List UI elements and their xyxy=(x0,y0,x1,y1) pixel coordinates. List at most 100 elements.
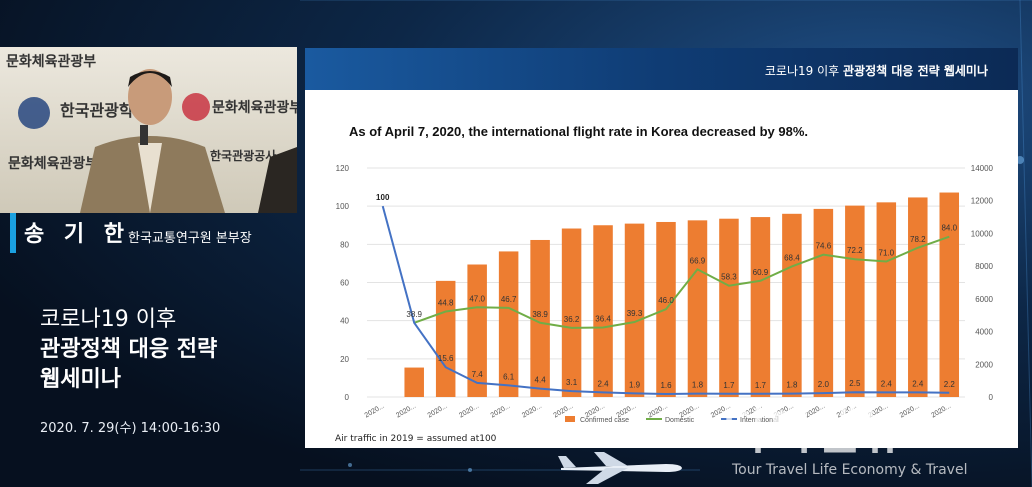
bar-confirmed-case xyxy=(750,217,771,397)
international-line xyxy=(381,205,950,395)
y-right-tick-label: 2000 xyxy=(975,360,993,369)
legend-entry: Domestic xyxy=(665,417,695,424)
x-tick-label: 2020... xyxy=(458,403,480,420)
data-label-domestic: 39.3 xyxy=(627,309,643,318)
watermark-logo: 티티엘뉴스 xyxy=(722,404,953,460)
chart-footnote: Air traffic in 2019 = assumed at100 xyxy=(335,434,497,444)
event-datetime: 2020. 7. 29(수) 14:00-16:30 xyxy=(40,421,221,436)
event-title-line1: 코로나19 이후 xyxy=(40,307,177,332)
bar-confirmed-case xyxy=(719,218,739,397)
y-right-tick-label: 10000 xyxy=(971,229,994,238)
banner-text: 문화체육관광부 xyxy=(212,100,297,116)
flight-rate-chart: 0 20 40 60 80 100 120 0 2000 4000 6000 8000 10000 120… xyxy=(336,164,994,424)
data-label-domestic: 84.0 xyxy=(941,224,957,233)
data-label-international: 4.4 xyxy=(535,376,547,385)
data-label-domestic: 72.2 xyxy=(847,246,863,255)
bar-confirmed-case xyxy=(530,239,550,397)
data-label-international: 2.4 xyxy=(881,379,893,388)
data-label-international: 2.2 xyxy=(944,380,956,389)
y-left-tick-label: 60 xyxy=(340,279,349,288)
bar-confirmed-case xyxy=(813,208,834,397)
legend-entry: International xyxy=(740,417,779,424)
y-left-tick-label: 20 xyxy=(340,355,349,364)
data-label-domestic: 36.4 xyxy=(595,315,611,324)
data-label-international: 2.4 xyxy=(912,379,924,388)
data-label-domestic: 36.2 xyxy=(564,315,580,324)
data-label-domestic: 46.7 xyxy=(501,295,517,304)
bar-confirmed-case xyxy=(624,223,645,397)
bar-confirmed-case xyxy=(467,264,487,397)
data-label-domestic: 66.9 xyxy=(690,256,706,265)
speaker-name: 송 기 한 xyxy=(24,222,131,247)
banner-text: 한국관광공사 xyxy=(210,149,277,163)
y-right-tick-label: 0 xyxy=(989,393,994,402)
banner-text: 문화체육관광부 xyxy=(8,156,99,172)
bar-confirmed-case xyxy=(593,225,613,397)
y-right-tick-label: 12000 xyxy=(971,197,994,206)
y-left-tick-label: 100 xyxy=(336,202,350,211)
speaker-figure xyxy=(18,69,297,213)
data-label-domestic: 68.4 xyxy=(784,253,800,262)
watermark-subtitle: Tour Travel Life Economy & Travel xyxy=(732,462,968,478)
presentation-slide: 코로나19 이후 관광정책 대응 전략 웹세미나 As of April 7, … xyxy=(305,48,1018,448)
data-label-domestic: 60.9 xyxy=(753,268,769,277)
bar-confirmed-case xyxy=(498,251,519,397)
bar-confirmed-case xyxy=(687,220,708,397)
data-label-international: 1.7 xyxy=(755,381,767,390)
x-tick-label: 2020... xyxy=(490,403,512,420)
data-label-domestic: 58.3 xyxy=(721,273,737,282)
bar-confirmed-case xyxy=(404,367,424,397)
banner-text: 문화체육관광부 xyxy=(6,54,97,70)
data-label-international: 6.1 xyxy=(503,372,515,381)
legend-swatch xyxy=(565,416,575,422)
airplane-icon xyxy=(558,452,682,484)
data-label-international: 1.6 xyxy=(660,381,672,390)
slide-header: 코로나19 이후 관광정책 대응 전략 웹세미나 xyxy=(305,48,1018,90)
bar-confirmed-case xyxy=(908,197,928,397)
bar-confirmed-case xyxy=(782,213,802,397)
domestic-line xyxy=(413,235,950,329)
data-label-international: 7.4 xyxy=(472,370,484,379)
data-label-international: 1.8 xyxy=(786,381,798,390)
y-right-tick-label: 14000 xyxy=(971,164,994,173)
x-tick-label: 2020... xyxy=(364,403,386,420)
y-right-tick-label: 6000 xyxy=(975,295,993,304)
data-label-international: 2.0 xyxy=(818,380,830,389)
bar-confirmed-case xyxy=(939,192,960,397)
x-tick-label: 2020... xyxy=(395,403,417,420)
name-bar-accent xyxy=(10,213,16,253)
data-label-international: 2.5 xyxy=(849,379,861,388)
data-label-domestic: 78.2 xyxy=(910,235,926,244)
y-right-tick-label: 4000 xyxy=(975,328,993,337)
data-label-international: 1.9 xyxy=(629,380,641,389)
event-title-line3: 웹세미나 xyxy=(40,367,121,392)
speaker-org: 한국교통연구원 본부장 xyxy=(128,231,252,246)
legend-entry: Confirmed case xyxy=(580,417,629,424)
data-label-domestic: 71.0 xyxy=(879,249,895,258)
bar-confirmed-case xyxy=(845,205,865,397)
bar-confirmed-case xyxy=(876,202,897,397)
speaker-video: 문화체육관광부 한국관광학회 문화체육관광부 문화체육관광부 한국관광공사 xyxy=(0,47,297,213)
data-label-domestic: 74.6 xyxy=(816,242,832,251)
bar-confirmed-case xyxy=(561,228,582,397)
data-label-international: 3.1 xyxy=(566,378,578,387)
data-label-domestic: 46.0 xyxy=(658,296,674,305)
data-label-domestic: 47.0 xyxy=(469,294,485,303)
chart-title: As of April 7, 2020, the international f… xyxy=(349,124,808,139)
data-label-international: 2.4 xyxy=(597,379,609,388)
banner-text: 한국관광학회 xyxy=(60,101,149,120)
data-label-international: 100 xyxy=(376,193,390,202)
x-tick-label: 2020... xyxy=(521,403,543,420)
data-label-international: 15.6 xyxy=(438,354,454,363)
data-label-domestic: 38.9 xyxy=(532,310,548,319)
data-label-international: 1.7 xyxy=(723,381,735,390)
y-left-tick-label: 0 xyxy=(345,393,350,402)
y-left-tick-label: 80 xyxy=(340,240,349,249)
y-left-tick-label: 40 xyxy=(340,317,349,326)
event-title-line2: 관광정책 대응 전략 xyxy=(40,337,218,362)
y-left-tick-label: 120 xyxy=(336,164,350,173)
speaker-name-bar: 송 기 한 한국교통연구원 본부장 xyxy=(10,213,290,253)
y-right-tick-label: 8000 xyxy=(975,262,993,271)
data-label-domestic: 44.8 xyxy=(438,299,454,308)
data-label-domestic: 38.9 xyxy=(406,310,422,319)
